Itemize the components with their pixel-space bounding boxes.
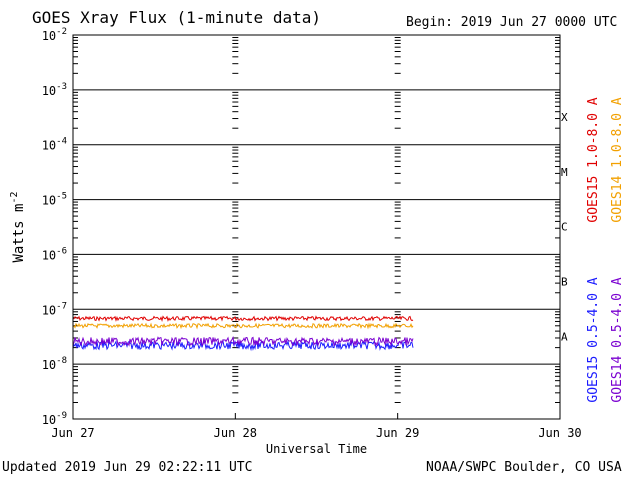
legend-label: GOES14 0.5-4.0 A <box>610 277 625 402</box>
x-tick-label: Jun 28 <box>214 426 257 440</box>
flare-class-m: M <box>561 166 568 179</box>
legend-label: GOES15 1.0-8.0 A <box>586 97 601 222</box>
credit-label: NOAA/SWPC Boulder, CO USA <box>426 460 622 475</box>
chart-title: GOES Xray Flux (1-minute data) <box>32 8 321 27</box>
begin-date: Begin: 2019 Jun 27 0000 UTC <box>406 15 618 30</box>
y-tick-label: 10-8 <box>42 356 67 372</box>
series-line <box>72 315 414 322</box>
x-tick-label: Jun 29 <box>376 426 419 440</box>
x-axis-label: Universal Time <box>266 442 367 456</box>
legend-label: GOES14 1.0-8.0 A <box>610 97 625 222</box>
y-tick-label: 10-3 <box>42 82 67 98</box>
y-axis-label: Watts m-2 <box>9 191 27 262</box>
y-tick-label: 10-9 <box>42 411 67 427</box>
flare-class-b: B <box>561 276 568 289</box>
y-tick-label: 10-6 <box>42 246 67 262</box>
flare-class-c: C <box>561 221 568 234</box>
y-tick-label: 10-4 <box>42 137 67 153</box>
plot-frame <box>72 34 561 420</box>
legend-label: GOES15 0.5-4.0 A <box>586 277 601 402</box>
flare-class-a: A <box>561 330 568 343</box>
x-tick-label: Jun 27 <box>51 426 94 440</box>
y-tick-label: 10-5 <box>42 192 67 208</box>
series-line <box>72 322 414 330</box>
updated-timestamp: Updated 2019 Jun 29 02:22:11 UTC <box>2 460 253 475</box>
y-tick-label: 10-2 <box>42 27 67 43</box>
series-line <box>72 335 414 348</box>
flare-class-x: X <box>561 111 568 124</box>
y-tick-label: 10-7 <box>42 301 67 317</box>
x-tick-label: Jun 30 <box>538 426 581 440</box>
